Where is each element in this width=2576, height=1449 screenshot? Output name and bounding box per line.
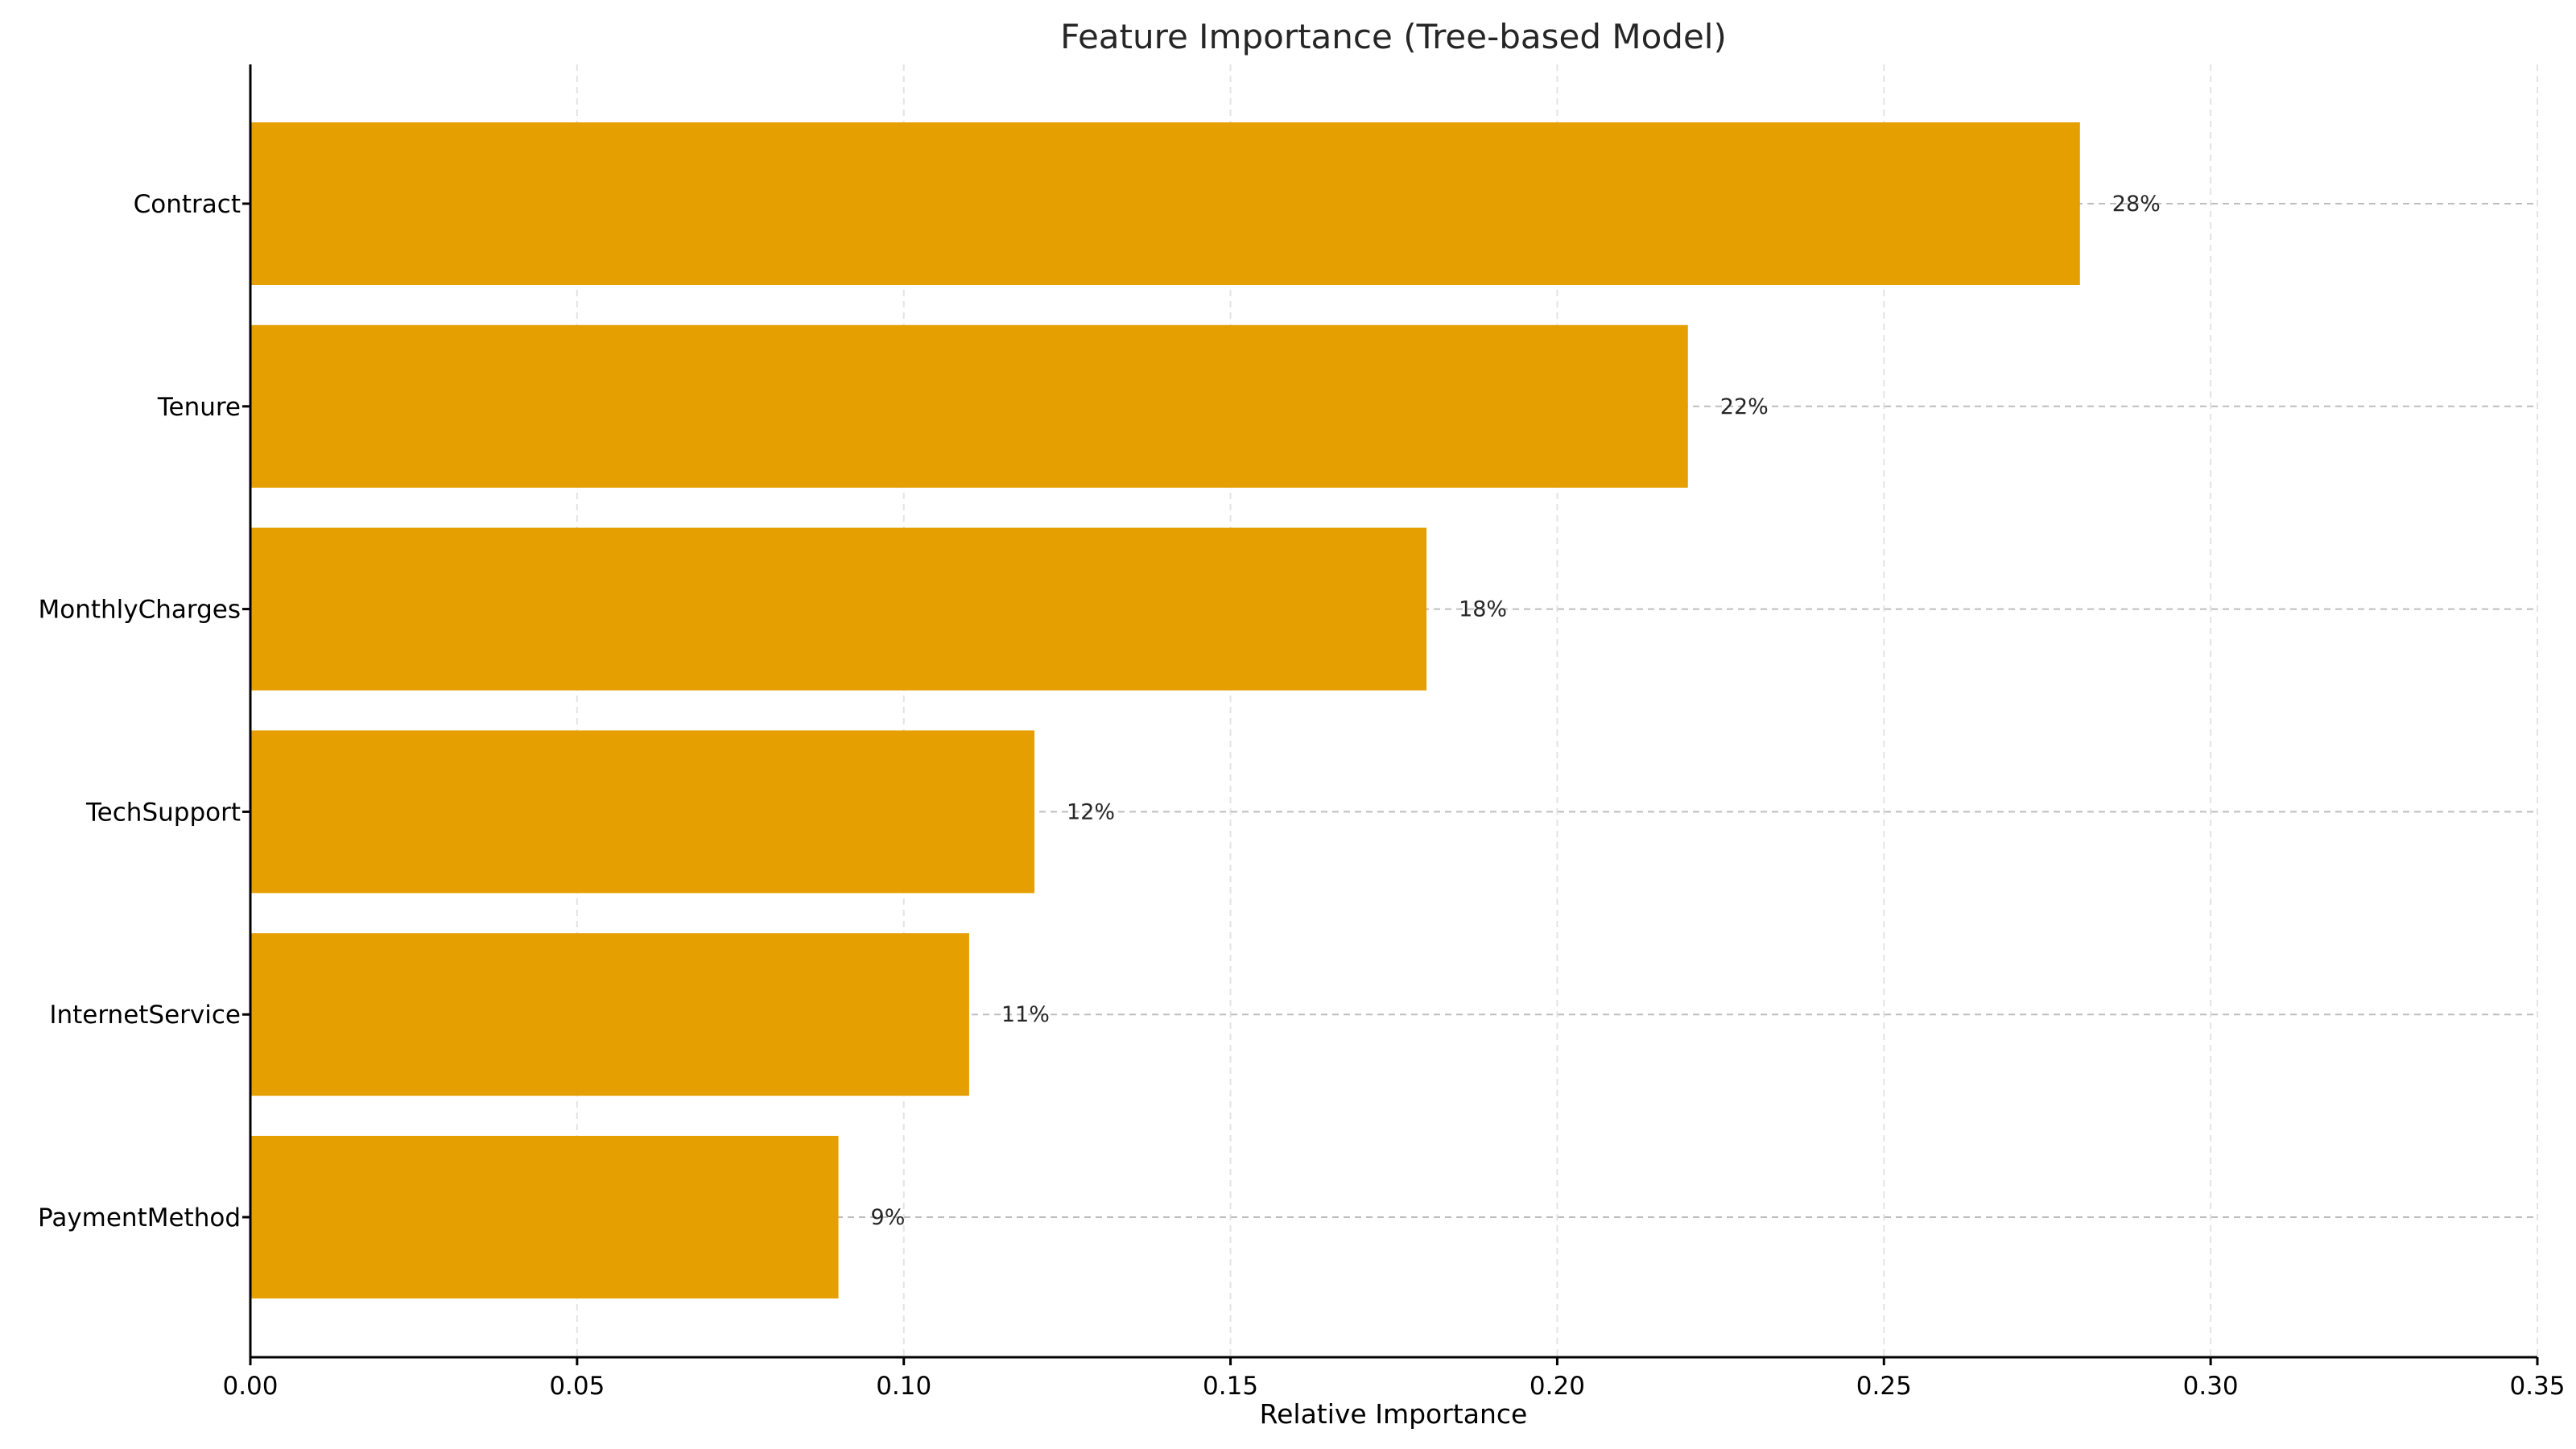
- bar: [250, 527, 1427, 691]
- data-label: 9%: [871, 1205, 906, 1230]
- data-label: 11%: [1001, 1002, 1050, 1027]
- x-axis-label: Relative Importance: [1260, 1398, 1528, 1430]
- chart-title: Feature Importance (Tree-based Model): [1060, 17, 1727, 56]
- x-tick-label: 0.20: [1530, 1372, 1585, 1401]
- y-tick-label: Contract: [134, 190, 241, 219]
- y-tick-label: InternetService: [49, 1001, 241, 1030]
- y-tick-label: TechSupport: [85, 798, 241, 827]
- axes-layer: [249, 64, 2537, 1359]
- x-tick-label: 0.10: [876, 1372, 931, 1401]
- x-tick-label: 0.15: [1203, 1372, 1258, 1401]
- bar: [250, 122, 2080, 285]
- bar: [250, 324, 1688, 488]
- bars-layer: [250, 122, 2080, 1298]
- x-tick-label: 0.35: [2509, 1372, 2565, 1401]
- y-tick-label: Tenure: [157, 393, 241, 422]
- labels-layer: 0.00 0.05 0.10 0.15 0.20 0.25 0.30 0.35 Contract…: [38, 190, 2566, 1401]
- data-label: 28%: [2112, 192, 2161, 217]
- data-label: 22%: [1720, 394, 1769, 419]
- x-tick-label: 0.30: [2183, 1372, 2239, 1401]
- data-label: 12%: [1067, 799, 1115, 824]
- x-tick-label: 0.00: [222, 1372, 278, 1401]
- data-label: 18%: [1459, 597, 1507, 622]
- y-tick-label: MonthlyCharges: [38, 596, 241, 625]
- ticks-layer: [242, 202, 2539, 1365]
- bar: [250, 730, 1035, 894]
- x-tick-label: 0.25: [1856, 1372, 1912, 1401]
- bar: [250, 1136, 839, 1298]
- x-tick-label: 0.05: [549, 1372, 605, 1401]
- y-tick-label: PaymentMethod: [38, 1203, 241, 1232]
- bar: [250, 933, 969, 1096]
